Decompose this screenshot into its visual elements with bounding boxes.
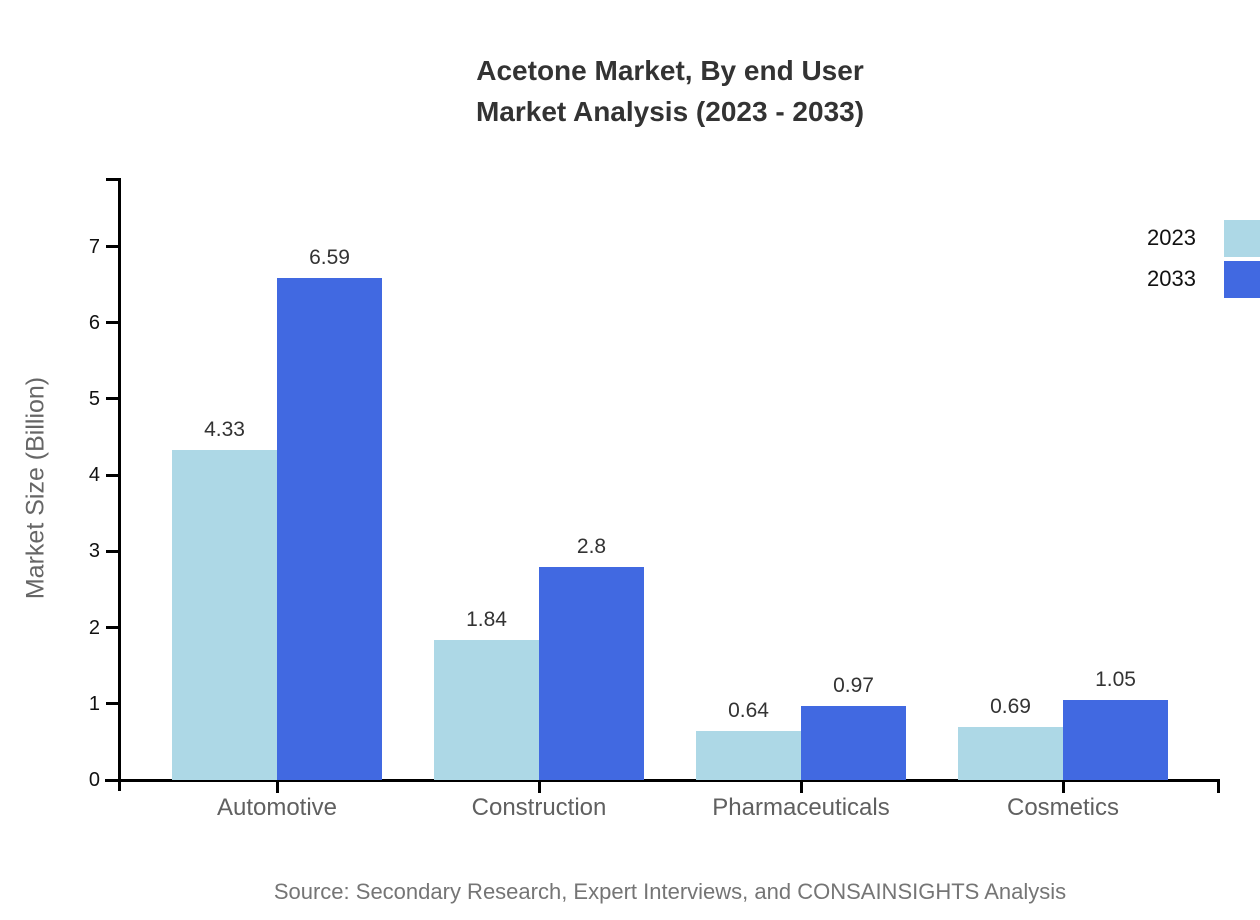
category-label-automotive: Automotive: [216, 794, 338, 821]
y-tick: [106, 245, 118, 248]
y-tick: [106, 702, 118, 705]
y-tick: [106, 397, 118, 400]
y-tick-label: 4: [88, 464, 100, 486]
bar-2023-automotive: [172, 450, 277, 780]
value-label-2023-construction: 1.84: [466, 607, 507, 631]
x-tick: [1062, 781, 1065, 793]
legend-swatch-2033: [1224, 261, 1260, 298]
value-label-2033-construction: 2.8: [576, 534, 607, 558]
x-tick: [800, 781, 803, 793]
y-tick: [106, 550, 118, 553]
value-label-2033-automotive: 6.59: [309, 245, 350, 269]
category-label-cosmetics: Cosmetics: [1006, 794, 1120, 821]
bar-2033-construction: [539, 566, 644, 780]
legend-swatch-2023: [1224, 220, 1260, 257]
y-axis-line: [118, 178, 121, 791]
bar-2033-pharmaceuticals: [801, 706, 906, 780]
chart-title: Acetone Market, By end User Market Analy…: [475, 55, 865, 127]
x-tick: [276, 781, 279, 793]
source-note: Source: Secondary Research, Expert Inter…: [273, 879, 1067, 904]
y-tick-label: 5: [88, 388, 100, 410]
value-label-2023-automotive: 4.33: [204, 418, 245, 442]
value-label-2023-pharmaceuticals: 0.64: [728, 699, 769, 723]
y-tick-label: 7: [88, 236, 100, 258]
bar-2023-cosmetics: [958, 727, 1063, 780]
x-tick: [538, 781, 541, 793]
y-tick-label: 0: [88, 769, 100, 791]
y-tick-label: 2: [88, 617, 100, 639]
bar-2023-construction: [434, 639, 539, 780]
y-tick-label: 6: [88, 312, 100, 334]
category-label-pharmaceuticals: Pharmaceuticals: [712, 794, 890, 821]
bar-2033-cosmetics: [1063, 699, 1168, 780]
value-label-2033-cosmetics: 1.05: [1095, 667, 1136, 691]
x-axis-end-cap: [1217, 780, 1220, 793]
y-tick: [106, 321, 118, 324]
x-axis-line: [105, 779, 1220, 782]
y-tick-label: 1: [88, 693, 100, 715]
y-axis-title: Market Size (Billion): [21, 376, 50, 600]
bar-2033-automotive: [277, 277, 382, 780]
value-label-2023-cosmetics: 0.69: [990, 695, 1031, 719]
y-tick: [106, 474, 118, 477]
y-axis-end-cap: [106, 178, 118, 181]
legend-label-2033: 2033: [1147, 266, 1196, 291]
category-label-construction: Construction: [471, 794, 607, 821]
y-tick-label: 3: [88, 540, 100, 562]
y-tick: [106, 626, 118, 629]
bar-2023-pharmaceuticals: [696, 731, 801, 780]
value-label-2033-pharmaceuticals: 0.97: [833, 674, 874, 698]
legend-label-2023: 2023: [1147, 225, 1196, 250]
